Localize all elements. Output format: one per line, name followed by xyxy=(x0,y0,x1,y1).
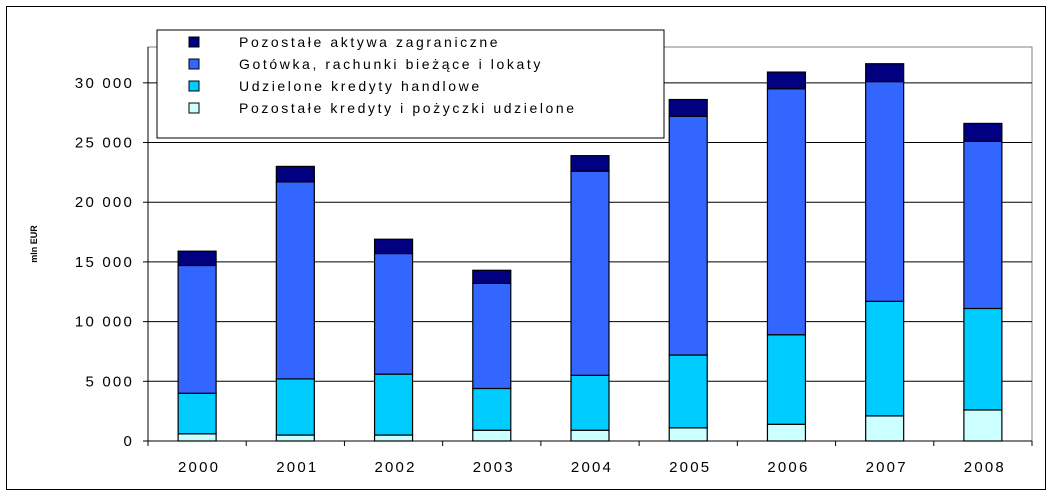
x-tick-label: 2008 xyxy=(964,459,1006,476)
y-tick-label: 20 000 xyxy=(75,194,134,211)
bars xyxy=(177,63,1003,442)
y-tick-label: 0 xyxy=(123,433,134,450)
bar-2005-pozostale-aktywa-zagraniczne xyxy=(668,98,708,117)
bar-2005-gotowka-rachunki-biezace-i-lokaty xyxy=(668,115,708,356)
x-tick-label: 2001 xyxy=(276,459,318,476)
bar-2002-pozostale-aktywa-zagraniczne xyxy=(373,238,414,255)
bar-2007-pozostale-aktywa-zagraniczne xyxy=(865,63,905,83)
bar-2006-pozostale-aktywa-zagraniczne xyxy=(766,71,807,90)
legend: Pozostałe aktywa zagraniczne Gotówka, rac… xyxy=(156,29,665,139)
bar-2006-udzielone-kredyty-handlowe xyxy=(766,334,807,425)
bar-2006-pozostale-kredyty-i-pozyczki-udzielone xyxy=(766,423,807,442)
bar-2007-gotowka-rachunki-biezace-i-lokaty xyxy=(865,81,905,302)
bar-2000-pozostale-aktywa-zagraniczne xyxy=(177,250,217,267)
x-tick-label: 2005 xyxy=(669,459,711,476)
bar-2005-pozostale-kredyty-i-pozyczki-udzielone xyxy=(668,427,708,442)
bar-2005-udzielone-kredyty-handlowe xyxy=(668,354,708,429)
y-tick-label: 30 000 xyxy=(75,75,134,92)
bar-2002-gotowka-rachunki-biezace-i-lokaty xyxy=(373,252,414,375)
legend-box xyxy=(156,29,665,139)
bar-2004-udzielone-kredyty-handlowe xyxy=(570,374,610,431)
axes xyxy=(143,47,1033,446)
bar-2000-gotowka-rachunki-biezace-i-lokaty xyxy=(177,264,217,394)
bar-2007-pozostale-kredyty-i-pozyczki-udzielone xyxy=(865,415,905,442)
legend-label: Pozostałe kredyty i pożyczki udzielone xyxy=(239,100,577,116)
legend-swatch-udzielone-kredyty-handlowe xyxy=(188,80,200,92)
x-tick-labels: 2000 2001 2002 2003 2004 2005 2006 2007 2008 xyxy=(178,459,1006,476)
x-tick-label: 2004 xyxy=(571,459,613,476)
y-axis-title: mln EUR xyxy=(29,225,39,263)
bar-2002-pozostale-kredyty-i-pozyczki-udzielone xyxy=(373,434,414,442)
bar-2007-udzielone-kredyty-handlowe xyxy=(865,300,905,417)
bar-2001-pozostale-aktywa-zagraniczne xyxy=(275,165,315,183)
bar-2001-gotowka-rachunki-biezace-i-lokaty xyxy=(275,181,315,380)
bar-2003-gotowka-rachunki-biezace-i-lokaty xyxy=(472,282,512,390)
legend-label: Pozostałe aktywa zagraniczne xyxy=(239,34,500,50)
legend-swatch-pozostale-kredyty-i-pozyczki-udzielone xyxy=(188,102,200,114)
bar-2004-gotowka-rachunki-biezace-i-lokaty xyxy=(570,170,610,376)
x-tick-label: 2006 xyxy=(767,459,809,476)
bar-2000-pozostale-kredyty-i-pozyczki-udzielone xyxy=(177,433,217,442)
y-tick-labels: 0 5 000 10 000 15 000 20 000 25 000 30 000 xyxy=(75,75,134,450)
x-tick-label: 2000 xyxy=(178,459,220,476)
bar-2003-pozostale-kredyty-i-pozyczki-udzielone xyxy=(472,429,512,442)
bar-2003-pozostale-aktywa-zagraniczne xyxy=(472,269,512,284)
y-tick-label: 25 000 xyxy=(75,135,134,152)
legend-label: Udzielone kredyty handlowe xyxy=(239,78,482,94)
bar-2008-pozostale-aktywa-zagraniczne xyxy=(963,122,1003,142)
bar-2002-udzielone-kredyty-handlowe xyxy=(373,373,414,436)
legend-label: Gotówka, rachunki bieżące i lokaty xyxy=(239,56,543,72)
x-tick-label: 2007 xyxy=(866,459,908,476)
x-tick-label: 2002 xyxy=(374,459,416,476)
bar-2003-udzielone-kredyty-handlowe xyxy=(472,387,512,431)
bar-2001-pozostale-kredyty-i-pozyczki-udzielone xyxy=(275,434,315,442)
bar-2008-gotowka-rachunki-biezace-i-lokaty xyxy=(963,140,1003,310)
y-tick-label: 15 000 xyxy=(75,254,134,271)
bar-2004-pozostale-kredyty-i-pozyczki-udzielone xyxy=(570,429,610,442)
bar-2006-gotowka-rachunki-biezace-i-lokaty xyxy=(766,88,807,336)
y-tick-label: 5 000 xyxy=(85,373,134,390)
x-tick-label: 2003 xyxy=(473,459,515,476)
legend-swatch-pozostale-aktywa-zagraniczne xyxy=(188,36,200,48)
bar-2000-udzielone-kredyty-handlowe xyxy=(177,392,217,435)
y-tick-label: 10 000 xyxy=(75,314,134,331)
bar-2008-pozostale-kredyty-i-pozyczki-udzielone xyxy=(963,409,1003,442)
bar-2001-udzielone-kredyty-handlowe xyxy=(275,378,315,436)
bar-2008-udzielone-kredyty-handlowe xyxy=(963,307,1003,411)
bar-2004-pozostale-aktywa-zagraniczne xyxy=(570,155,610,172)
legend-swatch-gotowka-rachunki-biezace-i-lokaty xyxy=(188,58,200,70)
